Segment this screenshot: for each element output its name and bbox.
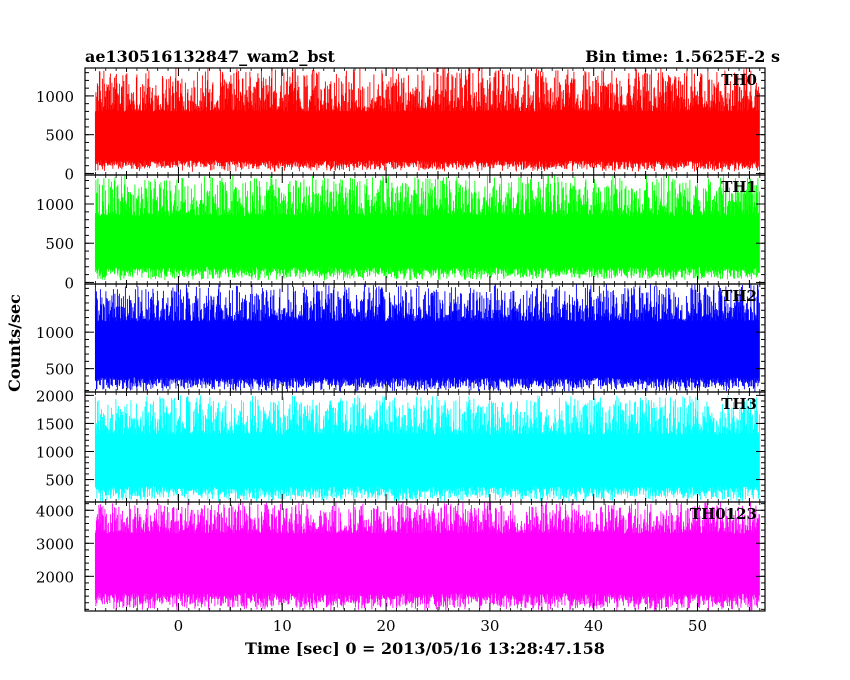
panel-th0: TH0 0 500 1000 <box>36 67 766 183</box>
x-axis-label: Time [sec] 0 = 2013/05/16 13:28:47.158 <box>245 639 605 658</box>
y-tick-label: 0 <box>64 274 74 292</box>
series-th3 <box>94 395 760 502</box>
y-tick-label: 500 <box>45 127 74 145</box>
header-left-title: ae130516132847_wam2_bst <box>85 47 336 66</box>
x-tick-label: 40 <box>584 617 603 635</box>
y-tick-label: 500 <box>45 361 74 379</box>
panel-label: TH0 <box>721 71 757 89</box>
panel-th1: TH1 0 500 1000 <box>36 174 766 292</box>
y-tick-label: 500 <box>45 472 74 490</box>
x-tick-label: 10 <box>273 617 292 635</box>
panel-label: TH2 <box>721 287 757 305</box>
y-axis-label: Counts/sec <box>5 294 24 392</box>
y-tick-label: 2000 <box>36 568 74 586</box>
y-tick-label: 1000 <box>36 443 74 461</box>
panel-label: TH0123 <box>690 505 757 523</box>
panel-label: TH1 <box>721 178 757 196</box>
y-tick-label: 500 <box>45 235 74 253</box>
series-th0123 <box>94 502 760 611</box>
y-tick-label: 4000 <box>36 502 74 520</box>
panel-label: TH3 <box>721 395 757 413</box>
series-th0 <box>94 68 760 172</box>
y-tick-label: 1000 <box>36 324 74 342</box>
panels-group: TH0 0 500 1000 TH1 0 500 1000 TH2 500 1000 TH3 500 10… <box>36 67 766 612</box>
series-th1 <box>94 175 760 281</box>
panel-th2: TH2 500 1000 <box>36 283 766 393</box>
x-tick-label: 30 <box>480 617 499 635</box>
y-tick-label: 1500 <box>36 415 74 433</box>
y-tick-label: 1000 <box>36 88 74 106</box>
y-tick-label: 0 <box>64 165 74 183</box>
x-tick-label: 0 <box>174 617 184 635</box>
panel-th0123: TH0123 2000 3000 4000 <box>36 501 766 612</box>
y-tick-label: 3000 <box>36 535 74 553</box>
panel-th3: TH3 500 1000 1500 2000 <box>36 387 766 503</box>
y-tick-label: 1000 <box>36 196 74 214</box>
x-tick-label: 50 <box>688 617 707 635</box>
x-axis: 0 10 20 30 40 50 <box>174 617 707 635</box>
series-th2 <box>94 284 760 392</box>
header-right-title: Bin time: 1.5625E-2 s <box>585 47 780 66</box>
y-tick-label: 2000 <box>36 387 74 405</box>
x-tick-label: 20 <box>377 617 396 635</box>
